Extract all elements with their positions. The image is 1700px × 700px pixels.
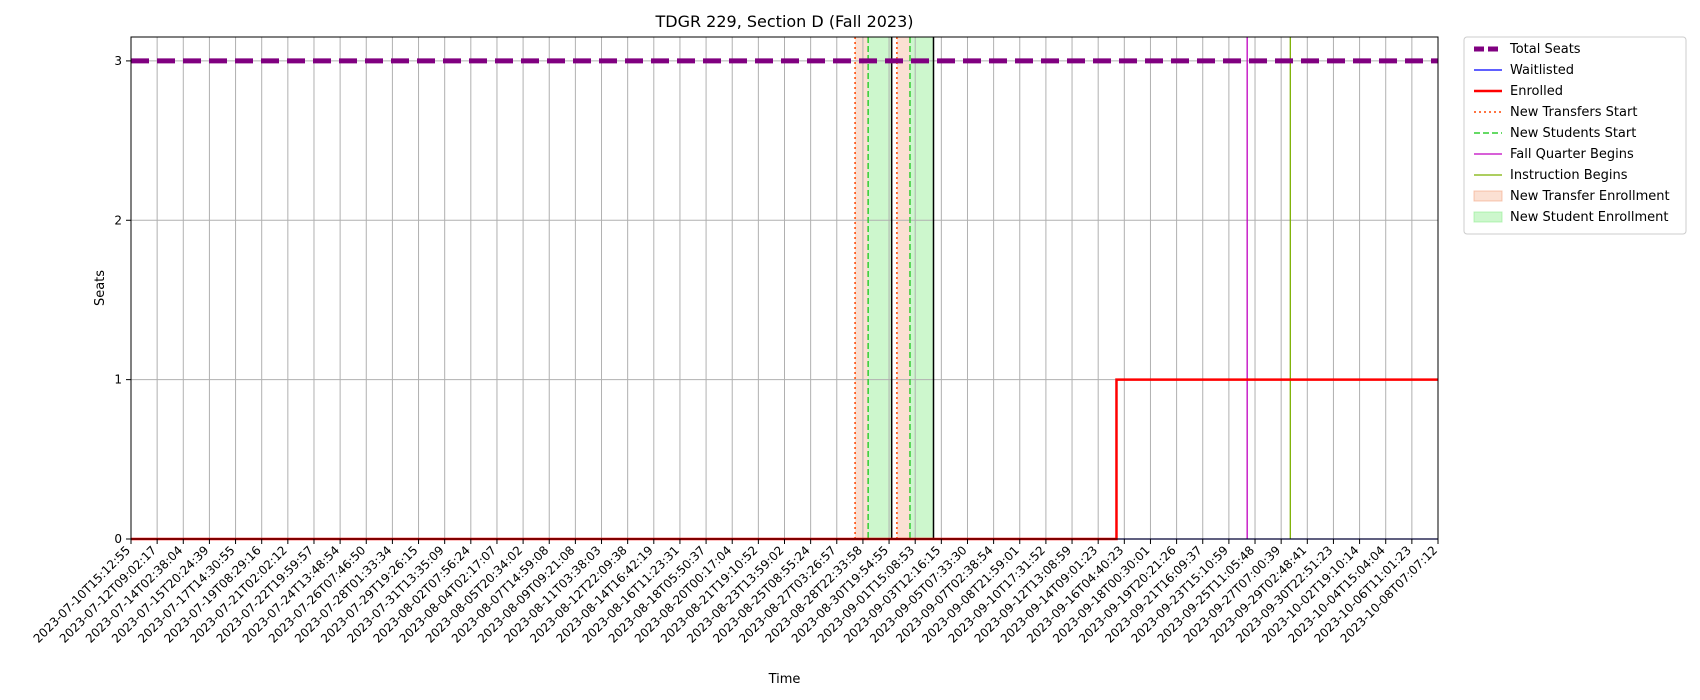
legend-swatch [1473, 190, 1503, 202]
period-bands [855, 37, 934, 539]
legend-entry: New Transfer Enrollment [1510, 189, 1670, 204]
y-tick-label: 0 [114, 532, 122, 546]
legend-entry: New Student Enrollment [1510, 210, 1668, 225]
band-0-1 [896, 37, 910, 539]
y-tick-label: 2 [114, 213, 122, 227]
legend-entry: Instruction Begins [1510, 168, 1628, 183]
legend-entry: Waitlisted [1510, 63, 1574, 78]
x-axis-title: Time [768, 672, 801, 687]
legend-entry: Fall Quarter Begins [1510, 147, 1634, 162]
grid-lines [130, 37, 1439, 540]
legend-entry: Total Seats [1509, 42, 1581, 57]
legend-entry: Enrolled [1510, 84, 1563, 99]
band-1-0 [868, 37, 892, 539]
legend-entry: New Transfers Start [1510, 105, 1637, 120]
legend: Total Seats Waitlisted Enrolled New Transfe… [1463, 36, 1687, 235]
legend-entry: New Students Start [1510, 126, 1636, 141]
chart-title: TDGR 229, Section D (Fall 2023) [654, 12, 913, 31]
y-axis-title: Seats [93, 270, 108, 306]
y-tick-label: 3 [114, 54, 122, 68]
legend-swatch [1473, 211, 1503, 223]
vertical-markers [854, 37, 1291, 539]
legend-box [1463, 36, 1687, 235]
band-1-1 [909, 37, 934, 539]
band-0-0 [855, 37, 869, 539]
y-tick-label: 1 [114, 373, 122, 387]
